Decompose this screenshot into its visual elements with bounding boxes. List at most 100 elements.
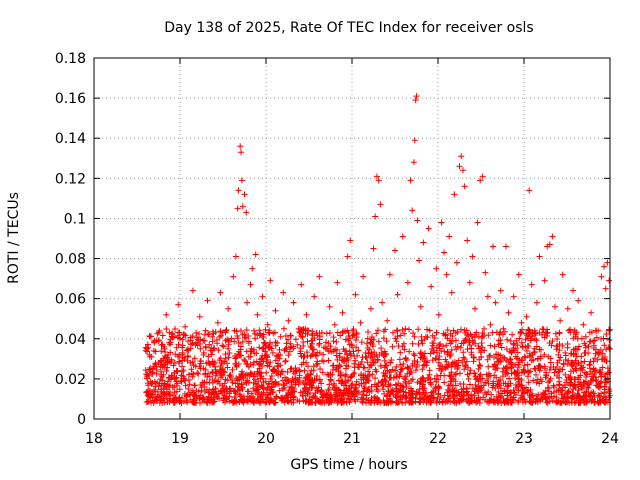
data-point bbox=[564, 399, 571, 406]
data-point bbox=[533, 299, 540, 306]
data-point bbox=[155, 359, 162, 366]
data-point bbox=[477, 177, 484, 184]
data-point bbox=[165, 383, 172, 390]
data-point bbox=[533, 379, 540, 386]
data-point bbox=[428, 283, 435, 290]
data-point bbox=[430, 347, 437, 354]
data-point bbox=[521, 353, 528, 360]
data-point bbox=[498, 344, 505, 351]
data-point bbox=[265, 343, 272, 350]
data-point bbox=[454, 328, 461, 335]
data-point bbox=[188, 366, 195, 373]
data-point bbox=[559, 342, 566, 349]
data-point bbox=[318, 387, 325, 394]
data-point bbox=[560, 360, 567, 367]
data-point bbox=[258, 356, 265, 363]
y-tick-label: 0.04 bbox=[55, 332, 86, 348]
data-point bbox=[232, 360, 239, 367]
data-point bbox=[456, 399, 463, 406]
data-point bbox=[367, 361, 374, 368]
data-point bbox=[435, 359, 442, 366]
data-point bbox=[250, 346, 257, 353]
data-point bbox=[537, 346, 544, 353]
data-point bbox=[415, 340, 422, 347]
x-tick-label: 19 bbox=[171, 431, 189, 447]
data-point bbox=[206, 341, 213, 348]
data-point bbox=[477, 387, 484, 394]
data-point bbox=[259, 293, 266, 300]
data-point bbox=[457, 344, 464, 351]
y-tick-label: 0.08 bbox=[55, 252, 86, 268]
data-point bbox=[159, 364, 166, 371]
data-point bbox=[287, 343, 294, 350]
data-point bbox=[339, 309, 346, 316]
data-point bbox=[209, 369, 216, 376]
data-point bbox=[173, 374, 180, 381]
data-point bbox=[409, 362, 416, 369]
data-point bbox=[217, 388, 224, 395]
data-point bbox=[513, 337, 520, 344]
data-point bbox=[490, 243, 497, 250]
data-point bbox=[387, 359, 394, 366]
data-point bbox=[175, 341, 182, 348]
data-point bbox=[577, 365, 584, 372]
data-point bbox=[176, 386, 183, 393]
data-point bbox=[514, 355, 521, 362]
data-point bbox=[394, 399, 401, 406]
data-point bbox=[337, 372, 344, 379]
data-point bbox=[380, 350, 387, 357]
data-point bbox=[458, 395, 465, 402]
x-tick-label: 21 bbox=[343, 431, 361, 447]
data-point bbox=[397, 349, 404, 356]
data-point bbox=[220, 395, 227, 402]
data-point bbox=[581, 379, 588, 386]
data-point bbox=[381, 364, 388, 371]
data-point bbox=[479, 344, 486, 351]
data-point bbox=[556, 382, 563, 389]
data-point bbox=[166, 398, 173, 405]
data-point bbox=[526, 187, 533, 194]
data-point bbox=[546, 394, 553, 401]
data-point bbox=[564, 305, 571, 312]
data-point bbox=[333, 352, 340, 359]
data-point bbox=[460, 354, 467, 361]
data-point bbox=[582, 333, 589, 340]
data-point bbox=[570, 368, 577, 375]
data-point bbox=[601, 371, 608, 378]
x-tick-label: 23 bbox=[515, 431, 533, 447]
data-point bbox=[177, 377, 184, 384]
data-point bbox=[552, 366, 559, 373]
data-point bbox=[343, 347, 350, 354]
data-point bbox=[385, 387, 392, 394]
data-point bbox=[267, 389, 274, 396]
data-point bbox=[351, 353, 358, 360]
data-point bbox=[253, 380, 260, 387]
data-point bbox=[575, 343, 582, 350]
data-point bbox=[217, 363, 224, 370]
data-point bbox=[363, 340, 370, 347]
data-point bbox=[503, 346, 510, 353]
data-point bbox=[254, 311, 261, 318]
data-point bbox=[249, 265, 256, 272]
data-point bbox=[527, 394, 534, 401]
data-point bbox=[266, 329, 273, 336]
data-point bbox=[264, 384, 271, 391]
data-point bbox=[426, 327, 433, 334]
data-point bbox=[479, 173, 486, 180]
data-point bbox=[175, 360, 182, 367]
data-point bbox=[497, 337, 504, 344]
data-point bbox=[512, 382, 519, 389]
data-point bbox=[543, 369, 550, 376]
data-point bbox=[475, 366, 482, 373]
data-point bbox=[599, 350, 606, 357]
data-point bbox=[494, 399, 501, 406]
data-point bbox=[203, 386, 210, 393]
data-point bbox=[518, 339, 525, 346]
data-point bbox=[576, 381, 583, 388]
data-point bbox=[267, 396, 274, 403]
data-point bbox=[373, 330, 380, 337]
data-point bbox=[296, 378, 303, 385]
data-point bbox=[176, 335, 183, 342]
data-point bbox=[232, 253, 239, 260]
data-point bbox=[364, 335, 371, 342]
